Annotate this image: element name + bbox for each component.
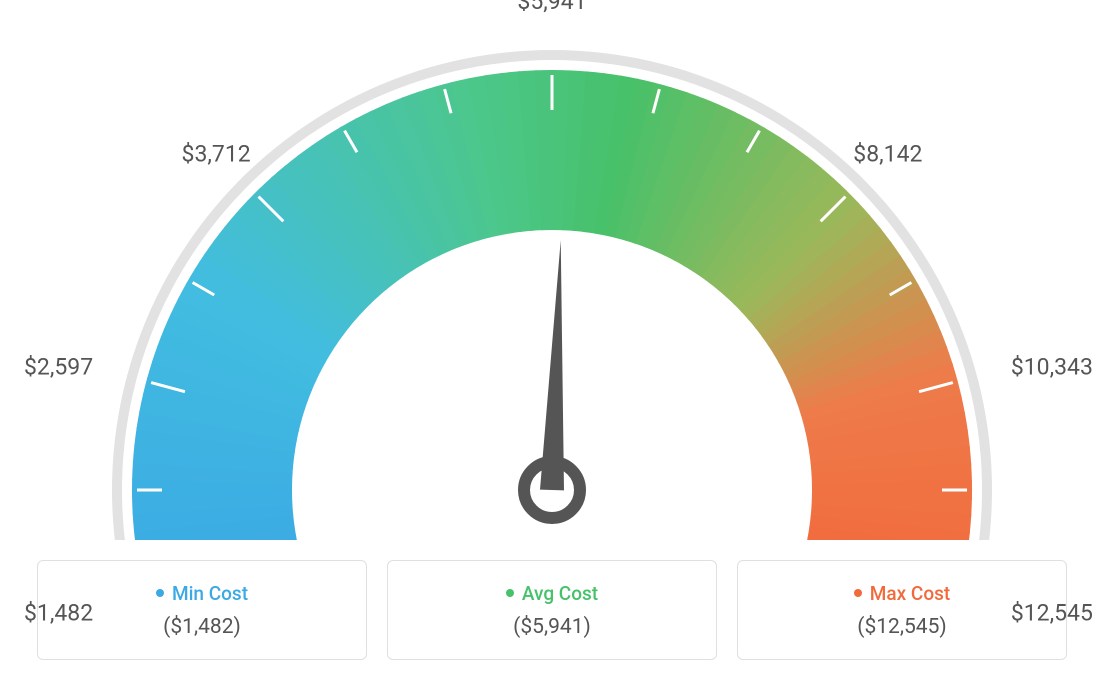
gauge-tick-label: $2,597 xyxy=(24,354,93,381)
cost-dot-icon xyxy=(506,589,514,597)
cost-label: Avg Cost xyxy=(522,582,598,605)
gauge-tick-label: $8,142 xyxy=(853,141,922,168)
gauge-needle xyxy=(540,240,564,490)
cost-value: ($12,545) xyxy=(748,615,1056,639)
cost-label: Max Cost xyxy=(870,582,950,605)
gauge-tick-label: $5,941 xyxy=(517,0,586,15)
cost-dot-icon xyxy=(156,589,164,597)
cost-label: Min Cost xyxy=(172,582,248,605)
cost-summary-boxes: Min Cost ($1,482) Avg Cost ($5,941) Max Cost… xyxy=(37,560,1067,660)
cost-value: ($1,482) xyxy=(48,615,356,639)
cost-dot-icon xyxy=(854,589,862,597)
gauge-tick-label: $1,482 xyxy=(24,599,93,626)
gauge-tick-label: $12,545 xyxy=(1011,599,1093,626)
cost-box-avg-cost: Avg Cost ($5,941) xyxy=(387,560,717,660)
gauge-tick-label: $10,343 xyxy=(1011,354,1093,381)
gauge-tick-label: $3,712 xyxy=(182,141,251,168)
gauge-chart xyxy=(0,0,1104,544)
cost-value: ($5,941) xyxy=(398,615,706,639)
